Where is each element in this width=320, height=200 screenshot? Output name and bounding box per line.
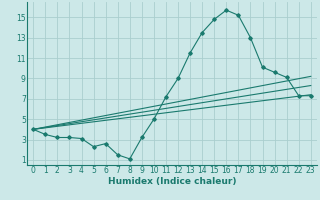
X-axis label: Humidex (Indice chaleur): Humidex (Indice chaleur) xyxy=(108,177,236,186)
